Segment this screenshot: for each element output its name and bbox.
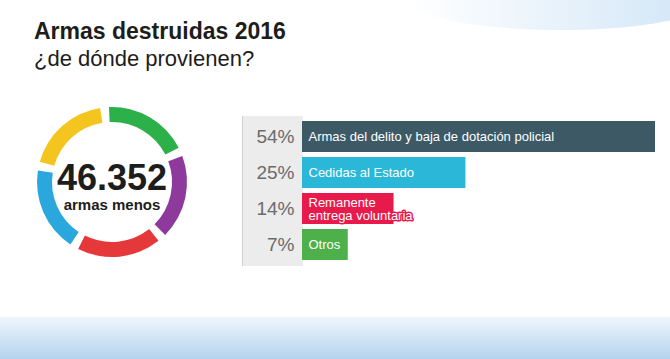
svg-text:46.352: 46.352 bbox=[57, 157, 167, 198]
svg-text:Armas del delito y baja de dot: Armas del delito y baja de dotación poli… bbox=[309, 129, 555, 144]
svg-text:54%: 54% bbox=[256, 126, 294, 147]
svg-text:7%: 7% bbox=[267, 234, 295, 255]
html-text:Armas destruidas 2016: Armas destruidas 2016 bbox=[34, 18, 286, 44]
svg-text:armas menos: armas menos bbox=[64, 196, 161, 213]
html-text:¿de dónde provienen?: ¿de dónde provienen? bbox=[34, 46, 255, 71]
svg-text:Remanenteentrega voluntaria: Remanenteentrega voluntaria bbox=[309, 195, 414, 224]
svg-text:Otros: Otros bbox=[309, 237, 341, 252]
svg-text:Cedidas al Estado: Cedidas al Estado bbox=[309, 165, 415, 180]
svg-text:25%: 25% bbox=[256, 162, 294, 183]
svg-text:14%: 14% bbox=[256, 198, 294, 219]
